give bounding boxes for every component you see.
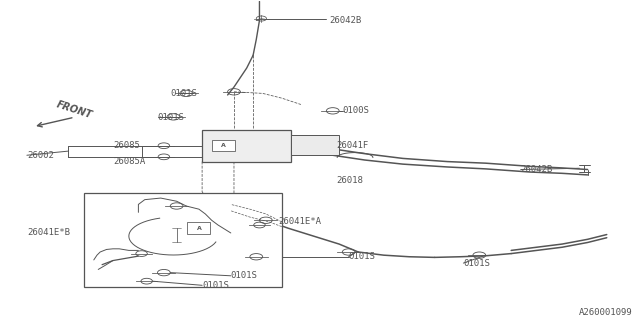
Text: 26042B: 26042B [521,165,553,174]
Text: 0101S: 0101S [157,113,184,122]
Text: 0101S: 0101S [349,252,376,261]
Text: A: A [196,226,202,231]
Text: 26041E*A: 26041E*A [278,217,321,226]
Bar [202,130,291,162]
Text: 0101S: 0101S [463,259,490,268]
Text: 0101S: 0101S [202,281,229,290]
Text: A260001099: A260001099 [579,308,632,317]
Text: 0101S: 0101S [170,89,197,98]
Text: 26085: 26085 [113,141,140,150]
Text: 0100S: 0100S [342,106,369,115]
Text: 0101S: 0101S [231,271,258,280]
Text: 26041F: 26041F [336,141,368,150]
Bar [291,135,339,155]
Text: 26042B: 26042B [330,16,362,25]
Text: A: A [221,143,225,148]
Text: FRONT: FRONT [56,100,94,120]
Bar [84,193,282,287]
Bar [212,140,235,151]
Bar [188,222,211,234]
Text: 26041E*B: 26041E*B [27,228,70,237]
Text: 26018: 26018 [336,176,363,185]
Text: 26085A: 26085A [113,157,145,166]
Text: 26002: 26002 [27,151,54,160]
